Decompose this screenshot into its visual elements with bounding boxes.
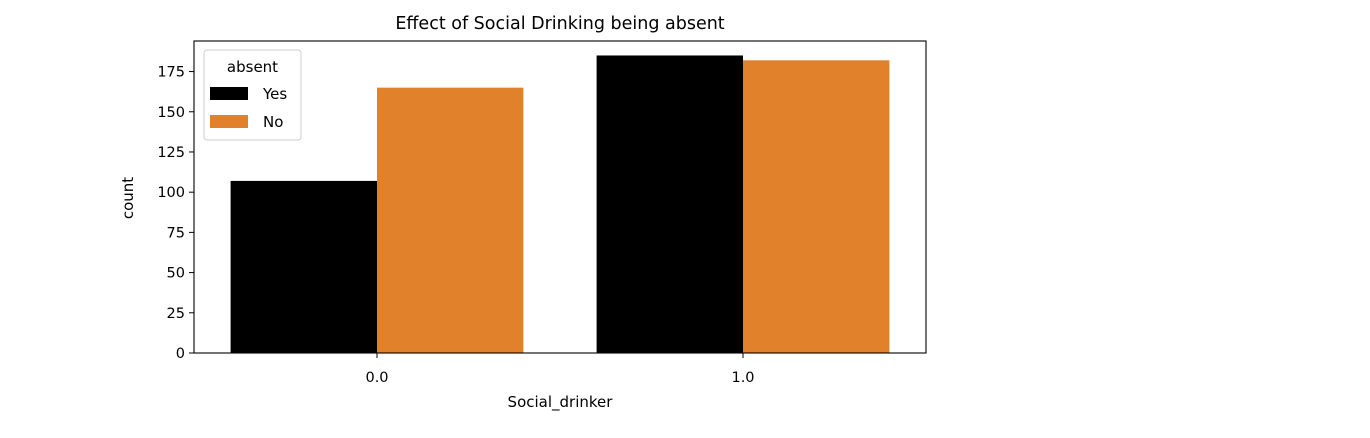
plot-frame — [193, 40, 927, 354]
y-tick-label: 25 — [167, 306, 185, 322]
y-tick-label: 0 — [176, 346, 185, 362]
x-tick-label: 1.0 — [731, 370, 754, 386]
y-axis-label: count — [119, 177, 137, 219]
bar-no-1-0 — [743, 60, 890, 354]
y-axis-ticks: 0 25 50 75 100 125 150 175 — [157, 65, 194, 362]
y-tick-label: 75 — [167, 225, 185, 241]
x-tick-label: 0.0 — [365, 370, 388, 386]
x-axis-ticks: 0.0 1.0 — [365, 353, 755, 386]
legend-entries: Yes No — [210, 85, 287, 131]
x-axis-label: Social_drinker — [508, 393, 614, 412]
bars-group — [230, 55, 890, 354]
bar-yes-1-0 — [596, 55, 743, 353]
y-tick-label: 175 — [157, 65, 185, 81]
legend-swatch-no — [210, 115, 248, 128]
legend: absent Yes No — [203, 49, 302, 141]
y-tick-label: 50 — [167, 266, 185, 282]
y-tick-label: 100 — [157, 185, 185, 201]
y-tick-label: 150 — [157, 105, 185, 121]
legend-swatch-yes — [210, 87, 248, 100]
legend-title: absent — [227, 58, 278, 76]
bar-no-0-0 — [377, 87, 524, 353]
y-tick-label: 125 — [157, 145, 185, 161]
chart-title: Effect of Social Drinking being absent — [395, 14, 724, 34]
legend-label-no: No — [263, 113, 283, 131]
legend-label-yes: Yes — [262, 85, 287, 103]
bar-yes-0-0 — [230, 180, 377, 353]
